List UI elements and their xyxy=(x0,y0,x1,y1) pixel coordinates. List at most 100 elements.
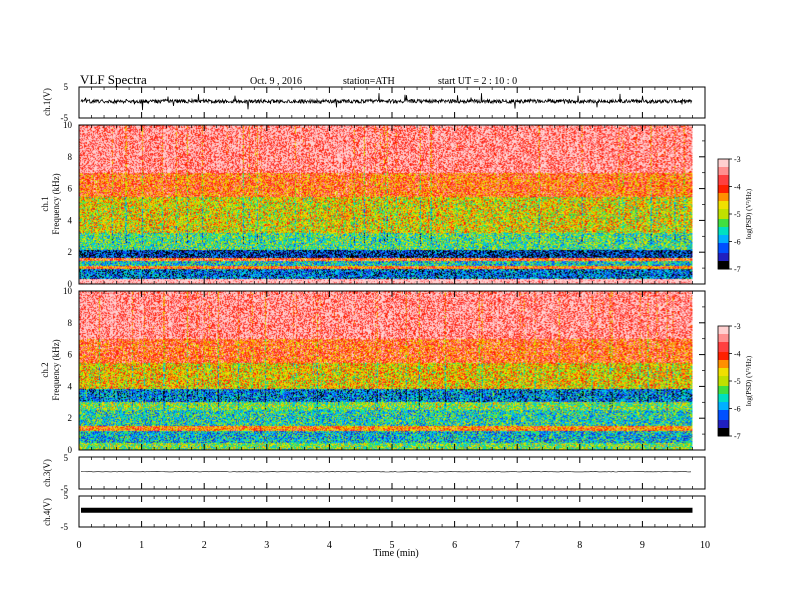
colorbar-swatch xyxy=(718,412,729,415)
colorbar-swatch xyxy=(718,243,729,246)
colorbar-swatch xyxy=(718,169,729,172)
colorbar-swatch xyxy=(718,404,729,407)
colorbar-tick-label: -6 xyxy=(734,405,741,414)
colorbar-label: log(PSD) (V²/Hz) xyxy=(745,188,753,239)
colorbar-swatch xyxy=(718,408,729,411)
colorbar-swatch xyxy=(718,263,729,266)
freq-tick-label: 8 xyxy=(68,152,73,162)
time-axis: 0 1 2 3 4 5 6 7 8 9 10 xyxy=(77,87,710,551)
colorbar-swatch xyxy=(718,231,729,234)
figure-title: VLF Spectra xyxy=(80,72,147,87)
colorbar-swatch xyxy=(718,219,729,222)
colorbar-swatch xyxy=(718,426,729,429)
colorbar-swatch xyxy=(718,340,729,343)
colorbar-swatch xyxy=(718,253,729,256)
colorbar-label: log(PSD) (V²/Hz) xyxy=(745,355,753,406)
colorbar-swatch xyxy=(718,420,729,423)
freq-tick-label: 6 xyxy=(68,350,73,360)
colorbar-swatch xyxy=(718,223,729,226)
colorbar-tick-label: -6 xyxy=(734,238,741,247)
ch1-ytick-top: 5 xyxy=(64,82,69,92)
colorbar-swatch xyxy=(718,382,729,385)
colorbar-swatch xyxy=(718,175,729,178)
colorbar-swatch xyxy=(718,338,729,341)
freq-tick-label: 8 xyxy=(68,318,73,328)
colorbar-swatch xyxy=(718,392,729,395)
colorbar-swatch xyxy=(718,165,729,168)
colorbar-swatch xyxy=(718,203,729,206)
colorbar-swatch xyxy=(718,211,729,214)
colorbar-swatch xyxy=(718,245,729,248)
colorbar-swatch xyxy=(718,422,729,425)
ch2-channel-label: ch.2 xyxy=(40,362,50,377)
time-axis-label: Time (min) xyxy=(373,548,418,559)
colorbar-swatch xyxy=(718,366,729,369)
colorbar-swatch xyxy=(718,394,729,397)
colorbar-swatch xyxy=(718,416,729,419)
ch4-ylabel: ch.4(V) xyxy=(42,498,52,526)
ch3-waveform-line xyxy=(80,471,692,473)
ch1-spectrogram-panel: ch.1 Frequency (kHz) 0 2 4 6 8 10 xyxy=(40,120,706,289)
colorbar-swatch xyxy=(718,241,729,244)
time-tick-label: 7 xyxy=(515,540,520,551)
ch1-ylabel: ch.1(V) xyxy=(42,88,52,116)
colorbar-swatch xyxy=(718,346,729,349)
colorbar-swatch xyxy=(718,215,729,218)
freq-tick-label: 10 xyxy=(63,286,73,296)
colorbar-swatch xyxy=(718,181,729,184)
ch3-ylabel: ch.3(V) xyxy=(42,459,52,487)
colorbar-swatch xyxy=(718,414,729,417)
colorbar-swatch xyxy=(718,235,729,238)
ch2-colorbar: -3 -4 -5 -6 -7 log(PSD) (V²/Hz) xyxy=(717,322,753,441)
colorbar-swatch xyxy=(718,213,729,216)
colorbar-swatch xyxy=(718,201,729,204)
ch2-freq-label: Frequency (kHz) xyxy=(51,339,61,400)
colorbar-swatch xyxy=(718,161,729,164)
colorbar-swatch xyxy=(718,259,729,262)
colorbar-swatch xyxy=(718,390,729,393)
colorbar-swatch xyxy=(718,326,729,329)
colorbar-swatch xyxy=(718,227,729,230)
colorbar-swatch xyxy=(718,410,729,413)
colorbar-swatch xyxy=(718,428,729,431)
colorbar-tick-label: -4 xyxy=(734,350,741,359)
colorbar-swatch xyxy=(718,360,729,363)
ch3-ytick-bottom: -5 xyxy=(61,484,69,494)
colorbar-swatch xyxy=(718,239,729,242)
colorbar-swatch xyxy=(718,330,729,333)
colorbar-swatch xyxy=(718,386,729,389)
colorbar-swatch xyxy=(718,193,729,196)
colorbar-swatch xyxy=(718,434,729,437)
colorbar-swatch xyxy=(718,334,729,337)
figure-header: VLF Spectra Oct. 9 , 2016 station=ATH st… xyxy=(80,72,517,87)
colorbar-swatch xyxy=(718,237,729,240)
colorbar-swatch xyxy=(718,380,729,383)
freq-tick-label: 2 xyxy=(68,413,73,423)
colorbar-tick-label: -4 xyxy=(734,183,741,192)
colorbar-swatch xyxy=(718,328,729,331)
time-tick-label: 6 xyxy=(452,540,457,551)
ch1-spectrogram-heatmap xyxy=(79,125,693,284)
colorbar-swatch xyxy=(718,163,729,166)
colorbar-swatch xyxy=(718,356,729,359)
colorbar-swatch xyxy=(718,197,729,200)
ch3-ytick-top: 5 xyxy=(64,453,69,463)
colorbar-swatch xyxy=(718,378,729,381)
colorbar-swatch xyxy=(718,171,729,174)
colorbar-tick-label: -3 xyxy=(734,322,741,331)
colorbar-swatch xyxy=(718,352,729,355)
colorbar-swatch xyxy=(718,370,729,373)
freq-tick-label: 0 xyxy=(68,445,73,455)
colorbar-swatch xyxy=(718,342,729,345)
colorbar-tick-label: -7 xyxy=(734,265,741,274)
colorbar-swatch xyxy=(718,261,729,264)
ch1-channel-label: ch.1 xyxy=(40,196,50,211)
colorbar-swatch xyxy=(718,384,729,387)
colorbar-swatch xyxy=(718,362,729,365)
colorbar-swatch xyxy=(718,344,729,347)
ch1-colorbar: -3 -4 -5 -6 -7 log(PSD) (V²/Hz) xyxy=(717,155,753,274)
time-tick-label: 9 xyxy=(640,540,645,551)
colorbar-swatch xyxy=(718,189,729,192)
time-tick-label: 4 xyxy=(327,540,332,551)
